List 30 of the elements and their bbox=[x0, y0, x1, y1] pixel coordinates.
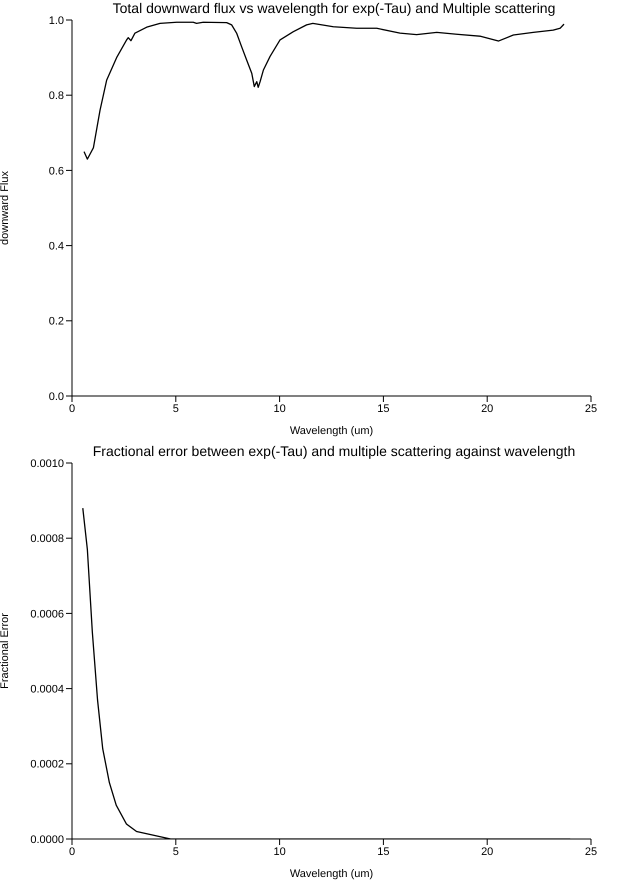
y-tick-label: 0.0004 bbox=[30, 684, 64, 696]
y-tick-label: 0.0000 bbox=[30, 834, 64, 846]
y-tick-label: 0.4 bbox=[48, 240, 64, 253]
y-tick-label: 0.0 bbox=[48, 390, 64, 403]
x-axis-title: Wavelength (um) bbox=[290, 425, 374, 437]
y-tick-label: 0.0008 bbox=[30, 533, 64, 546]
x-tick-label: 15 bbox=[377, 402, 390, 415]
chart-title: Fractional error between exp(-Tau) and multiple scattering against wavelength bbox=[92, 443, 576, 459]
y-tick-label: 0.8 bbox=[48, 90, 64, 102]
x-tick-label: 5 bbox=[172, 846, 179, 858]
y-tick-label: 0.2 bbox=[48, 316, 64, 328]
y-tick-label: 0.6 bbox=[48, 165, 64, 178]
y-tick-label: 0.0010 bbox=[30, 458, 64, 470]
x-tick-label: 25 bbox=[584, 402, 598, 415]
y-tick-label: 1.0 bbox=[48, 14, 64, 27]
y-tick-label: 0.0006 bbox=[30, 608, 64, 620]
x-tick-label: 25 bbox=[584, 846, 598, 858]
x-tick-label: 10 bbox=[273, 402, 286, 415]
x-tick-label: 15 bbox=[377, 846, 390, 858]
y-axis-title: downward Flux bbox=[0, 170, 11, 245]
y-axis-title: Fractional Error bbox=[0, 612, 11, 689]
x-tick-label: 20 bbox=[481, 846, 494, 858]
chart-title: Total downward flux vs wavelength for exp(-Tau) and Multiple scattering bbox=[112, 0, 556, 16]
x-tick-label: 20 bbox=[481, 402, 494, 415]
y-tick-label: 0.0002 bbox=[30, 758, 64, 771]
x-tick-label: 0 bbox=[68, 846, 76, 858]
x-tick-label: 10 bbox=[273, 846, 286, 858]
x-tick-label: 5 bbox=[172, 402, 179, 415]
x-tick-label: 0 bbox=[68, 402, 76, 415]
x-axis-title: Wavelength (um) bbox=[290, 868, 374, 880]
